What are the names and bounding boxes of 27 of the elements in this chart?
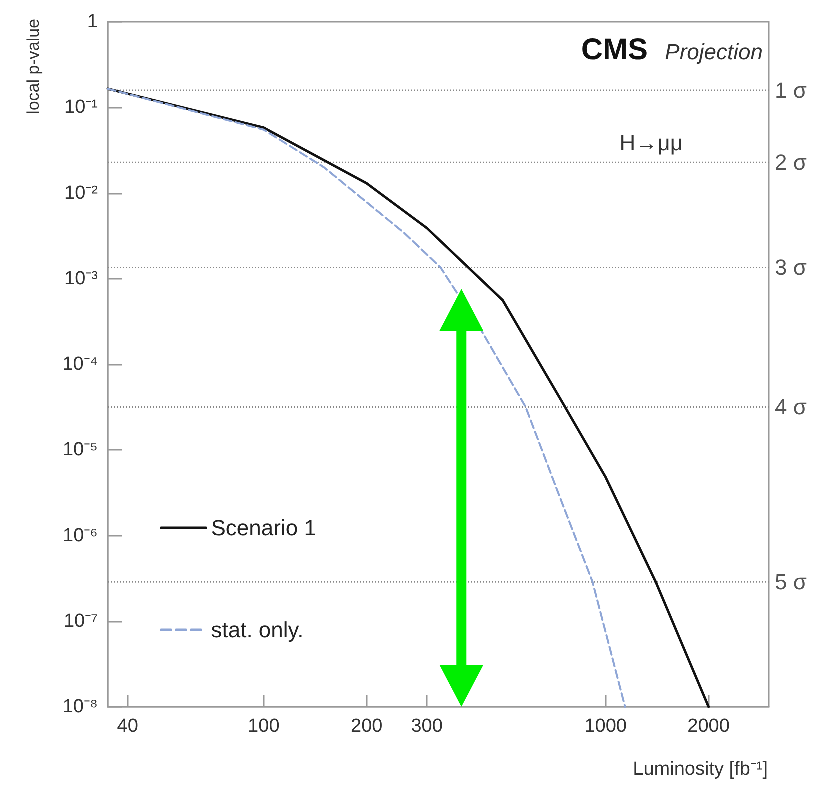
annotation: Projection xyxy=(665,40,764,64)
y-tick-label: 1 xyxy=(87,12,98,32)
annotation: CMS xyxy=(581,34,648,66)
y-tick-label: 10⁻² xyxy=(64,182,98,204)
x-tick-label: 2000 xyxy=(688,716,730,737)
ref-line-label: 5 σ xyxy=(775,570,808,595)
legend-label: Scenario 1 xyxy=(211,516,316,540)
y-tick-label: 10⁻⁴ xyxy=(62,354,98,375)
annotation: H→μμ xyxy=(620,130,684,156)
y-axis-title: local p-value xyxy=(24,18,43,114)
ref-line-label: 3 σ xyxy=(775,255,808,280)
y-tick-label: 10⁻⁵ xyxy=(62,440,98,461)
ref-line-label: 2 σ xyxy=(775,150,808,176)
x-tick-label: 1000 xyxy=(584,716,627,737)
x-axis-title: Luminosity [fb⁻¹] xyxy=(633,759,768,780)
y-tick-label: 10⁻⁶ xyxy=(63,525,98,546)
legend-label: stat. only. xyxy=(211,618,304,642)
y-tick-label: 10⁻³ xyxy=(64,268,98,290)
x-tick-label: 300 xyxy=(411,716,443,737)
y-tick-label: 10⁻¹ xyxy=(64,97,98,118)
ref-line-label: 1 σ xyxy=(775,78,808,103)
x-tick-label: 200 xyxy=(350,716,383,737)
y-tick-label: 10⁻⁷ xyxy=(64,610,98,632)
x-tick-label: 100 xyxy=(248,716,280,737)
ref-line-label: 4 σ xyxy=(775,394,808,420)
y-tick-label: 10⁻⁸ xyxy=(62,696,98,718)
x-tick-label: 40 xyxy=(117,716,138,737)
